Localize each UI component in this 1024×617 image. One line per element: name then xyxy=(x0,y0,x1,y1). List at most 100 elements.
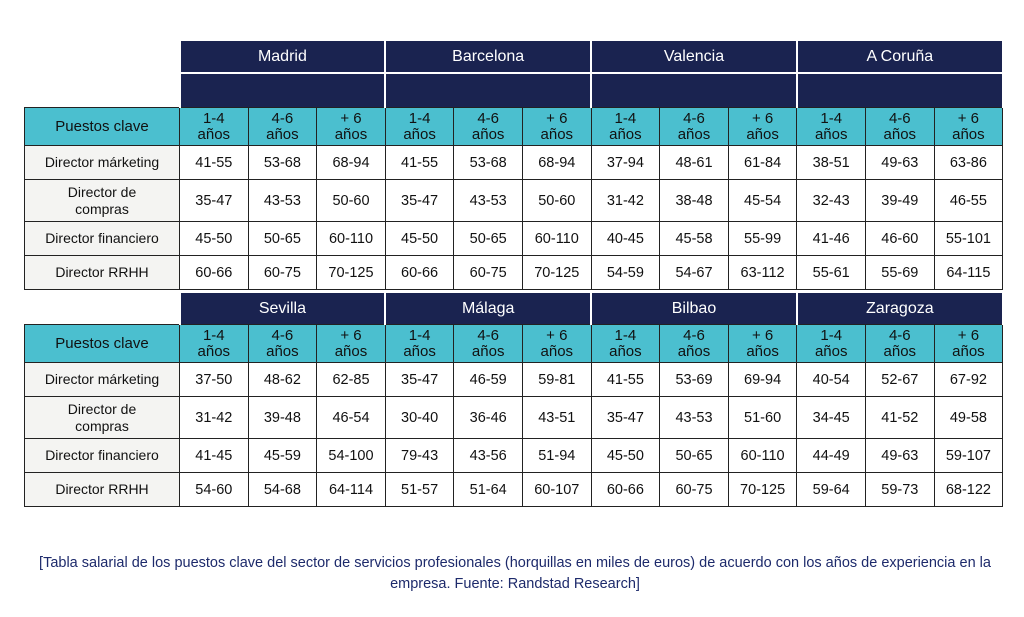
salary-cell: 68-94 xyxy=(521,145,592,180)
puestos-clave-label: Puestos clave xyxy=(24,107,180,146)
salary-cell: 63-112 xyxy=(727,255,798,290)
experience-header: 1-4 años xyxy=(179,324,249,363)
role-label: Director RRHH xyxy=(24,472,180,507)
table-row: Director de compras 31-42 39-48 46-54 30-40 3… xyxy=(24,396,1004,439)
salary-cell: 64-115 xyxy=(933,255,1004,290)
salary-cell: 55-99 xyxy=(727,221,798,256)
experience-header: 1-4 años xyxy=(796,107,866,146)
salary-cell: 34-45 xyxy=(796,396,866,439)
experience-header-row: Puestos clave 1-4 años 4-6 años + 6 años 1-… xyxy=(24,324,1004,363)
table-row: Director márketing 37-50 48-62 62-85 35-47 46… xyxy=(24,362,1004,397)
corner-blank xyxy=(25,293,180,325)
salary-cell: 48-61 xyxy=(659,145,729,180)
salary-cell: 68-94 xyxy=(316,145,386,180)
table-row: Director financiero 41-45 45-59 54-100 79-43… xyxy=(24,438,1004,473)
salary-cell: 45-59 xyxy=(247,438,318,473)
salary-cell: 53-68 xyxy=(247,145,318,180)
salary-cell: 53-69 xyxy=(659,362,729,397)
salary-cell: 63-86 xyxy=(933,145,1004,180)
experience-header-row: Puestos clave 1-4 años 4-6 años + 6 años 1-… xyxy=(24,107,1004,146)
salary-cell: 50-60 xyxy=(316,179,386,222)
city-bilbao: Bilbao xyxy=(590,293,798,325)
salary-cell: 67-92 xyxy=(933,362,1004,397)
salary-cell: 41-55 xyxy=(179,145,249,180)
salary-cell: 49-58 xyxy=(933,396,1004,439)
salary-cell: 31-42 xyxy=(179,396,249,439)
salary-cell: 45-50 xyxy=(384,221,455,256)
salary-cell: 46-60 xyxy=(865,221,935,256)
salary-cell: 60-110 xyxy=(727,438,798,473)
experience-header: 1-4 años xyxy=(384,107,455,146)
salary-cell: 60-75 xyxy=(453,255,523,290)
salary-cell: 54-60 xyxy=(179,472,249,507)
salary-cell: 32-43 xyxy=(796,179,866,222)
city-valencia: Valencia xyxy=(590,41,798,73)
city-band xyxy=(795,72,1004,108)
salary-cell: 60-66 xyxy=(590,472,661,507)
salary-cell: 55-61 xyxy=(796,255,866,290)
salary-cell: 48-62 xyxy=(247,362,318,397)
salary-cell: 43-53 xyxy=(453,179,523,222)
salary-cell: 41-46 xyxy=(796,221,866,256)
role-label: Director de compras xyxy=(24,396,180,439)
table-caption: [Tabla salarial de los puestos clave del… xyxy=(39,555,991,592)
city-a-coruna: A Coruña xyxy=(795,41,1004,73)
experience-header: 1-4 años xyxy=(179,107,249,146)
salary-cell: 61-84 xyxy=(727,145,798,180)
salary-cell: 55-69 xyxy=(865,255,935,290)
salary-cell: 69-94 xyxy=(727,362,798,397)
salary-cell: 46-55 xyxy=(933,179,1004,222)
salary-cell: 37-94 xyxy=(590,145,661,180)
salary-cell: 70-125 xyxy=(727,472,798,507)
experience-header: 4-6 años xyxy=(247,107,318,146)
salary-cell: 60-110 xyxy=(316,221,386,256)
salary-cell: 60-75 xyxy=(659,472,729,507)
salary-cell: 35-47 xyxy=(384,362,455,397)
salary-cell: 41-55 xyxy=(384,145,455,180)
salary-cell: 70-125 xyxy=(521,255,592,290)
salary-cell: 79-43 xyxy=(384,438,455,473)
role-label: Director márketing xyxy=(24,362,180,397)
salary-cell: 51-60 xyxy=(727,396,798,439)
salary-table-2: Sevilla Málaga Bilbao Zaragoza Puestos c… xyxy=(24,293,1004,507)
experience-header: + 6 años xyxy=(727,107,798,146)
salary-cell: 54-100 xyxy=(316,438,386,473)
experience-header: 1-4 años xyxy=(590,107,661,146)
salary-cell: 41-52 xyxy=(865,396,935,439)
experience-header: 4-6 años xyxy=(865,324,935,363)
salary-cell: 60-110 xyxy=(521,221,592,256)
salary-cell: 51-64 xyxy=(453,472,523,507)
salary-cell: 51-57 xyxy=(384,472,455,507)
role-label: Director de compras xyxy=(24,179,180,222)
salary-cell: 35-47 xyxy=(179,179,249,222)
experience-header: + 6 años xyxy=(521,107,592,146)
city-sevilla: Sevilla xyxy=(178,293,387,325)
salary-cell: 54-67 xyxy=(659,255,729,290)
salary-cell: 59-73 xyxy=(865,472,935,507)
salary-cell: 38-48 xyxy=(659,179,729,222)
city-header-row: Madrid Barcelona Valencia A Coruña xyxy=(25,41,1004,73)
table-row: Director RRHH 54-60 54-68 64-114 51-57 51-64 6… xyxy=(24,472,1004,507)
experience-header: 1-4 años xyxy=(796,324,866,363)
salary-cell: 36-46 xyxy=(453,396,523,439)
experience-header: 4-6 años xyxy=(453,324,523,363)
city-header-row: Sevilla Málaga Bilbao Zaragoza xyxy=(25,293,1004,325)
table-row: Director de compras 35-47 43-53 50-60 35-47 4… xyxy=(24,179,1004,222)
salary-cell: 50-65 xyxy=(659,438,729,473)
experience-header: + 6 años xyxy=(933,107,1004,146)
role-label: Director financiero xyxy=(24,221,180,256)
salary-cell: 45-50 xyxy=(590,438,661,473)
salary-cell: 43-53 xyxy=(659,396,729,439)
salary-cell: 37-50 xyxy=(179,362,249,397)
salary-cell: 49-63 xyxy=(865,145,935,180)
salary-cell: 35-47 xyxy=(384,179,455,222)
experience-header: 1-4 años xyxy=(590,324,661,363)
city-band-row xyxy=(25,72,1004,108)
salary-cell: 40-45 xyxy=(590,221,661,256)
salary-cell: 43-56 xyxy=(453,438,523,473)
salary-cell: 60-66 xyxy=(179,255,249,290)
experience-header: 4-6 años xyxy=(659,324,729,363)
salary-cell: 60-66 xyxy=(384,255,455,290)
salary-cell: 41-55 xyxy=(590,362,661,397)
salary-cell: 59-107 xyxy=(933,438,1004,473)
